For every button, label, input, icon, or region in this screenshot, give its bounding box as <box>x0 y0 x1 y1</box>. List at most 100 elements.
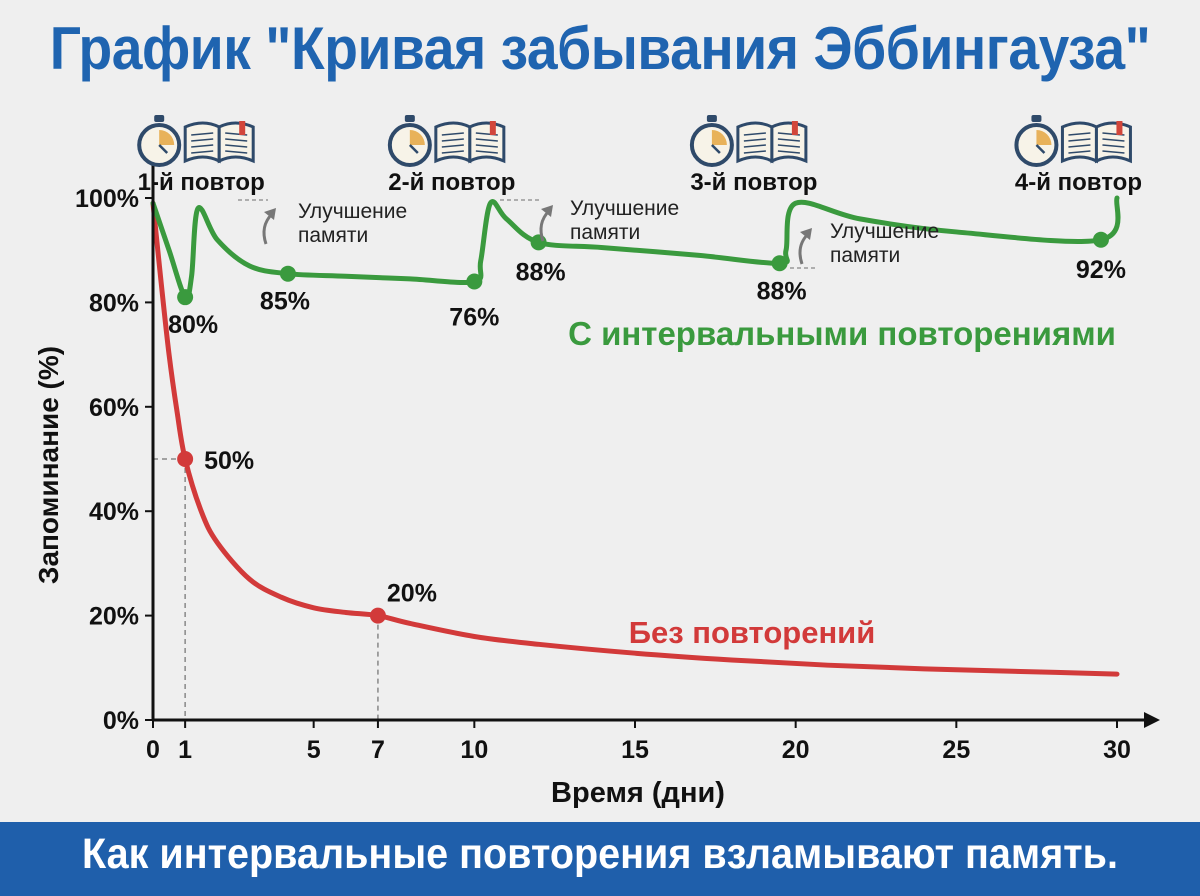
data-point-no-review <box>369 607 386 624</box>
series-line-no-review <box>150 200 1120 677</box>
book-left-page <box>183 121 221 164</box>
book-text-line <box>441 150 464 154</box>
data-label: 88% <box>516 258 566 286</box>
data-point-spaced <box>466 273 483 290</box>
book-left-page <box>736 121 774 164</box>
stopwatch-icon <box>137 115 182 167</box>
improvement-arrowhead <box>800 228 812 240</box>
book-text-line <box>743 138 766 142</box>
book-bookmark <box>1116 121 1123 135</box>
stopwatch-hand <box>711 144 721 154</box>
improvement-arrow <box>798 232 810 265</box>
series-lines <box>150 195 1121 677</box>
book-text-line <box>1068 150 1091 154</box>
data-point-spaced <box>1092 231 1109 248</box>
stopwatch-hand <box>408 144 419 154</box>
book-right-page <box>770 121 808 164</box>
book-text-line <box>475 144 498 148</box>
book-text-line <box>1068 132 1091 136</box>
improvement-arrow <box>539 209 551 242</box>
guide-lines <box>153 458 379 720</box>
review-marker: 4-й повтор <box>1014 115 1142 196</box>
book-text-line <box>225 138 248 142</box>
x-tick-label: 5 <box>307 736 321 764</box>
x-tick-label: 20 <box>782 736 810 764</box>
review-label: 3-й повтор <box>690 169 817 196</box>
improvement-arrowhead <box>541 205 553 217</box>
x-axis-label: Время (дни) <box>551 777 725 809</box>
y-tick-label: 100% <box>75 185 139 213</box>
book-text-line <box>225 144 248 148</box>
book-text-line <box>777 150 800 154</box>
stopwatch-hand <box>1035 144 1046 154</box>
book-text-line <box>475 138 498 142</box>
x-tick-label: 1 <box>178 736 192 764</box>
y-axis-label: Запоминание (%) <box>33 346 64 584</box>
y-tick-label: 40% <box>89 498 139 526</box>
data-point-spaced <box>177 289 194 306</box>
data-label: 92% <box>1076 256 1126 284</box>
footer-banner: Как интервальные повторения взламывают п… <box>0 822 1200 896</box>
book-bookmark <box>489 121 496 135</box>
book-text-line <box>777 138 800 142</box>
improvement-arrow <box>262 212 274 245</box>
y-tick-label: 60% <box>89 394 139 422</box>
book-text-line <box>1102 138 1125 142</box>
series-label-spaced: С интервальными повторениями <box>568 315 1116 352</box>
book-text-line <box>475 150 498 154</box>
book-bookmark <box>239 121 246 135</box>
data-label: 88% <box>757 277 807 305</box>
book-text-line <box>441 132 464 136</box>
stopwatch-button <box>404 115 415 122</box>
review-marker: 3-й повтор <box>689 115 817 196</box>
book-text-line <box>191 144 214 148</box>
data-point-spaced <box>530 234 547 251</box>
book-text-line <box>191 132 214 136</box>
chart-title: График "Кривая забывания Эббингауза" <box>49 15 1151 82</box>
book-text-line <box>1068 138 1091 142</box>
review-label: 2-й повтор <box>388 169 515 196</box>
y-tick-label: 0% <box>103 707 139 735</box>
review-label: 4-й повтор <box>1015 169 1142 196</box>
book-text-line <box>743 150 766 154</box>
book-icon <box>736 121 808 164</box>
book-text-line <box>1102 144 1125 148</box>
stopwatch-button <box>154 115 165 122</box>
book-text-line <box>191 138 214 142</box>
book-text-line <box>743 132 766 136</box>
annotation-text: Улучшение <box>298 200 407 223</box>
x-tick-label: 10 <box>460 736 488 764</box>
book-text-line <box>441 144 464 148</box>
data-label: 85% <box>260 288 310 316</box>
axes: 0%20%40%60%80%100%0 1 5 7 10 15 20 25 30 <box>75 128 1160 764</box>
annotation-text: Улучшение <box>830 220 939 243</box>
stopwatch-hand <box>158 144 169 154</box>
series-label-no-review: Без повторений <box>629 615 876 650</box>
book-left-page <box>1060 121 1098 164</box>
annotation-text: Улучшение <box>570 197 679 220</box>
stopwatch-sector <box>711 130 727 145</box>
x-tick-label: 0 <box>146 736 160 764</box>
data-point-spaced <box>279 265 296 282</box>
data-point-spaced <box>771 255 788 272</box>
book-right-page <box>1094 121 1132 164</box>
improvement-arrowhead <box>264 208 276 220</box>
review-marker: 1-й повтор <box>137 115 265 196</box>
book-icon <box>434 121 506 164</box>
x-tick-label: 15 <box>621 736 649 764</box>
book-right-page <box>468 121 506 164</box>
book-text-line <box>225 150 248 154</box>
data-point-no-review <box>177 451 194 467</box>
stopwatch-icon <box>689 115 734 167</box>
stopwatch-icon <box>387 115 432 167</box>
series-line-spaced <box>150 195 1121 301</box>
x-tick-label: 30 <box>1103 736 1131 764</box>
review-markers: 1-й повтор 2-й повтор 3-й повтор 4-й повтор <box>137 115 1142 196</box>
stopwatch-button <box>1031 115 1042 122</box>
annotation-text: памяти <box>298 224 368 247</box>
stopwatch-icon <box>1014 115 1059 167</box>
review-marker: 2-й повтор <box>387 115 515 196</box>
